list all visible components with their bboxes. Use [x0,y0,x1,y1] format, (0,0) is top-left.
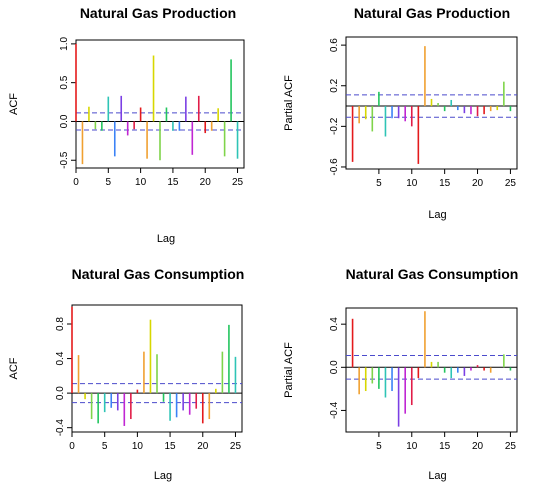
y-axis-label: ACF [8,93,20,115]
x-tick-label: 10 [406,441,418,452]
x-tick-label: 10 [406,178,418,189]
x-tick-label: 10 [132,441,144,452]
x-tick-label: 5 [102,441,108,452]
y-axis-label: ACF [8,357,20,379]
x-tick-label: 15 [167,177,179,188]
x-tick-label: 25 [232,177,244,188]
y-tick-label: 1.0 [59,36,70,50]
x-tick-label: 5 [376,178,382,189]
x-axis-label: Lag [157,233,175,245]
x-tick-label: 20 [197,441,209,452]
x-tick-label: 0 [69,441,75,452]
y-tick-label: -0.6 [329,158,340,176]
y-tick-label: 0.4 [55,351,66,365]
y-tick-label: 0.8 [55,317,66,331]
x-tick-label: 20 [200,177,212,188]
x-tick-label: 15 [439,441,451,452]
plot-frame [345,307,518,433]
y-tick-label: 0.2 [329,78,340,92]
y-axis-label: Partial ACF [283,342,295,398]
plot-frame [345,36,518,170]
x-tick-label: 25 [230,441,242,452]
y-tick-label: 0.0 [55,386,66,400]
y-tick-label: -0.4 [329,401,340,419]
x-axis-label: Lag [154,470,172,482]
x-axis-label: Lag [428,470,446,482]
chart-title: Natural Gas Consumption [346,266,519,282]
x-tick-label: 15 [165,441,177,452]
panel-2: Natural Gas Production Partial ACF Lag -0.6… [283,5,518,221]
panel-1: Natural Gas Production ACF Lag -0.5 0.0 0.5 1.… [8,5,245,245]
y-tick-label: -0.5 [59,151,70,169]
x-tick-label: 0 [73,177,79,188]
x-tick-label: 15 [439,178,451,189]
y-tick-label: 0.6 [329,38,340,52]
chart-title: Natural Gas Production [354,5,510,21]
y-tick-label: 0.0 [329,360,340,374]
chart-title: Natural Gas Production [80,5,236,21]
x-tick-label: 20 [472,178,484,189]
x-tick-label: 10 [135,177,147,188]
x-tick-label: 5 [376,441,382,452]
y-tick-label: -0.4 [55,419,66,437]
panel-4: Natural Gas Consumption Partial ACF Lag -0.… [283,266,518,482]
x-tick-label: 25 [505,441,517,452]
x-tick-label: 5 [106,177,112,188]
x-tick-label: 25 [505,178,517,189]
x-tick-label: 20 [472,441,484,452]
panel-3: Natural Gas Consumption ACF Lag -0.4 0.0 0.4 0… [8,266,244,482]
y-axis-label: Partial ACF [283,75,295,131]
chart-title: Natural Gas Consumption [72,266,245,282]
y-tick-label: 0.5 [59,75,70,89]
y-tick-label: 0.0 [59,114,70,128]
y-tick-label: -0.2 [329,117,340,135]
y-tick-label: 0.4 [329,317,340,331]
x-axis-label: Lag [428,209,446,221]
